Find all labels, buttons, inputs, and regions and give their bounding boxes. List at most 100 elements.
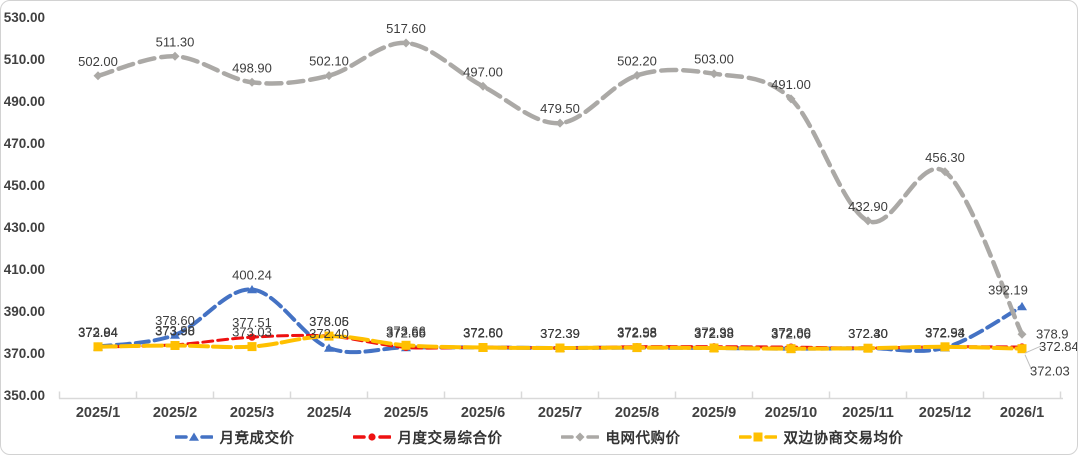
data-label: 372.53 [925,326,965,341]
data-label: 372.60 [463,326,503,341]
circle-marker [248,333,256,341]
legend-item-4: 双边协商交易均价 [738,427,904,448]
square-marker [940,342,950,352]
data-label: 372.66 [386,325,426,340]
data-label: 372.99 [694,325,734,340]
x-axis-tick-label: 2025/1 [76,405,120,421]
y-axis-tick-label: 490.00 [4,94,45,109]
x-axis-tick-label: 2025/7 [538,405,582,421]
x-axis-tick-label: 2025/5 [384,405,428,421]
data-label: 372.94 [925,325,965,340]
legend-label: 月度交易综合价 [397,430,503,447]
data-label: 372.06 [771,327,811,342]
data-label: 372.03 [1030,364,1070,379]
square-marker [709,343,719,353]
x-axis-tick-label: 2025/6 [461,405,505,421]
data-label: 378.06 [309,314,349,329]
data-label: 400.24 [232,267,272,282]
triangle-marker [170,330,180,339]
square-marker [324,331,334,341]
data-label: 372.94 [78,325,118,340]
legend-label: 双边协商交易均价 [783,430,904,447]
plot-area: 530.00 510.00 490.00 470.00 450.00 430.00 410.… [1,1,1078,421]
data-label: 502.20 [617,53,657,68]
data-label: 491.00 [771,77,811,92]
diamond-marker [324,71,334,81]
data-label: 373.90 [155,323,195,338]
circle-marker [367,433,376,441]
diamond-marker [786,94,796,104]
data-label: 372.39 [540,326,580,341]
square-marker [632,343,642,353]
data-label: 373.66 [386,323,426,338]
data-label: 503.00 [694,52,734,67]
data-label: 497.00 [463,64,503,79]
data-label: 378.9 [1036,326,1069,341]
data-label: 372.84 [78,325,118,340]
square-marker [786,344,796,354]
data-label: 372.80 [771,325,811,340]
x-axis-tick-label: 2025/4 [307,405,351,421]
triangle-marker [247,285,257,294]
triangle-legend-icon [174,432,213,441]
data-label: 372.39 [540,326,580,341]
diamond-marker [247,77,257,87]
data-label: 372.38 [694,326,734,341]
data-label: 372.58 [617,326,657,341]
data-label: 373.58 [155,323,195,338]
data-label: 378.05 [309,314,349,329]
diamond-marker [401,38,411,48]
diamond-marker [1017,329,1027,339]
circle-legend-icon [352,433,391,441]
diamond-marker [93,71,103,81]
y-axis-tick-label: 530.00 [4,10,45,25]
triangle-marker [324,343,334,352]
diamond-marker [632,70,642,80]
data-label: 392.19 [988,282,1028,297]
data-label: 372.98 [617,325,657,340]
y-axis-tick-label: 510.00 [4,52,45,67]
data-label: 372.84 [1039,339,1078,354]
diamond-legend-icon [560,432,599,442]
x-axis-tick-label: 2025/9 [692,405,736,421]
diamond-marker [709,69,719,79]
square-marker [478,343,488,352]
square-marker [247,342,257,352]
data-label: 373.04 [78,325,118,340]
data-label: 373.03 [232,325,272,340]
data-label: 372.40 [848,326,888,341]
data-label: 372.06 [771,327,811,342]
x-axis-tick-label: 2025/11 [842,405,894,421]
square-marker [401,340,411,350]
data-label: 456.30 [925,150,965,165]
y-axis-tick-label: 450.00 [4,178,45,193]
data-label: 377.51 [232,315,272,330]
legend-item-2: 月度交易综合价 [352,427,503,448]
diamond-marker [863,216,873,226]
data-label: 502.00 [78,54,118,69]
y-axis-tick-label: 430.00 [4,220,45,235]
triangle-marker [188,432,199,441]
series-data-labels: 502.00 511.30 498.90 502.10 517.60 497.00 479.… [78,21,1068,341]
x-axis-tick-label: 2025/3 [230,405,274,421]
chart-legend: 月竞成交价 月度交易综合价 电网代购价 双边协商交易均价 [1,421,1077,453]
x-axis-tick-label: 2025/2 [153,405,197,421]
data-label: 372.39 [540,326,580,341]
y-axis-tick-label: 410.00 [4,262,45,277]
series-line-square [93,331,1027,354]
legend-label: 月竞成交价 [219,430,295,447]
data-label: 479.50 [540,101,580,116]
data-label: 372.60 [463,326,503,341]
square-marker [555,343,565,353]
y-axis-tick-label: 390.00 [4,304,45,319]
legend-item-3: 电网代购价 [560,427,681,448]
triangle-marker [1017,301,1027,311]
diamond-marker [575,432,584,442]
y-axis-tick-label: 470.00 [4,136,45,151]
data-label: 372.38 [694,326,734,341]
diamond-marker [555,118,565,128]
legend-item-1: 月竞成交价 [174,427,295,448]
data-label: 372.30 [848,326,888,341]
